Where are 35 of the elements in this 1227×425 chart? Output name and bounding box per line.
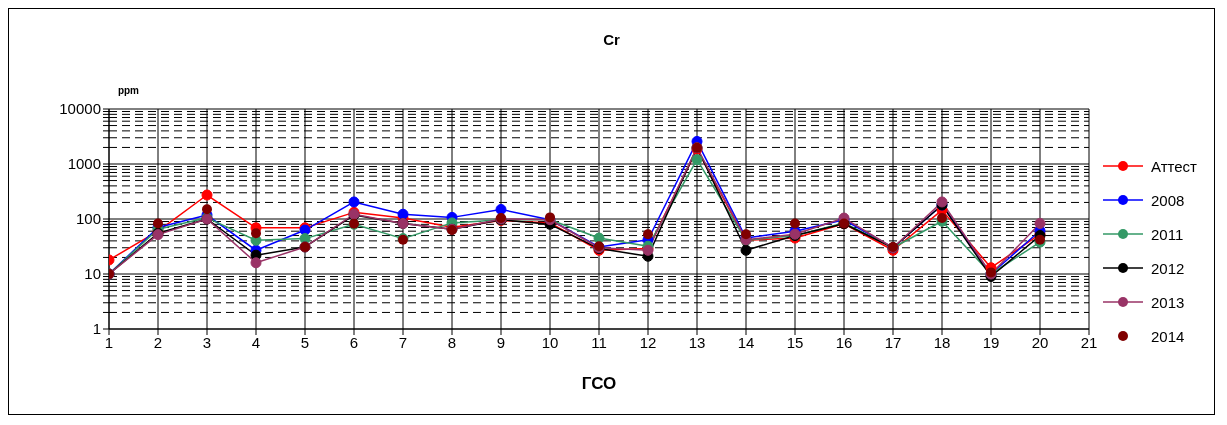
x-axis-title: ГСО <box>581 374 617 393</box>
x-tick-label: 19 <box>982 333 1000 351</box>
y-tick-label: 1000 <box>67 155 101 173</box>
legend-label: 2011 <box>1151 225 1184 243</box>
x-tick-label: 3 <box>202 333 212 351</box>
x-tick-label: 5 <box>300 333 310 351</box>
x-tick-label: 1 <box>104 333 114 351</box>
x-tick-label: 8 <box>447 333 457 351</box>
y-tick-label: 1 <box>92 320 101 338</box>
x-tick-label: 11 <box>591 333 607 351</box>
x-tick-label: 7 <box>398 333 408 351</box>
legend-label: Аттест <box>1151 157 1197 175</box>
x-tick-label: 2 <box>153 333 163 351</box>
x-tick-label: 15 <box>786 333 804 351</box>
x-tick-label: 17 <box>884 333 902 351</box>
x-tick-label: 4 <box>251 333 261 351</box>
legend-label: 2008 <box>1151 191 1185 209</box>
x-tick-label: 16 <box>835 333 853 351</box>
y-tick-label: 100 <box>75 210 101 228</box>
y-tick-label: 10000 <box>59 100 101 118</box>
legend-label: 2012 <box>1151 259 1185 277</box>
legend-label: 2014 <box>1151 327 1185 345</box>
x-tick-label: 10 <box>541 333 559 351</box>
x-tick-label: 9 <box>496 333 506 351</box>
x-tick-label: 12 <box>639 333 657 351</box>
legend-label: 2013 <box>1151 293 1185 311</box>
x-tick-label: 14 <box>737 333 755 351</box>
x-tick-label: 13 <box>688 333 706 351</box>
x-tick-label: 6 <box>349 333 359 351</box>
x-tick-label: 18 <box>933 333 951 351</box>
y-tick-label: 10 <box>84 265 101 283</box>
x-tick-label: 21 <box>1080 333 1098 351</box>
chart-title: Cr <box>602 31 621 48</box>
y-axis-title: ppm <box>117 85 140 97</box>
x-tick-label: 20 <box>1031 333 1049 351</box>
